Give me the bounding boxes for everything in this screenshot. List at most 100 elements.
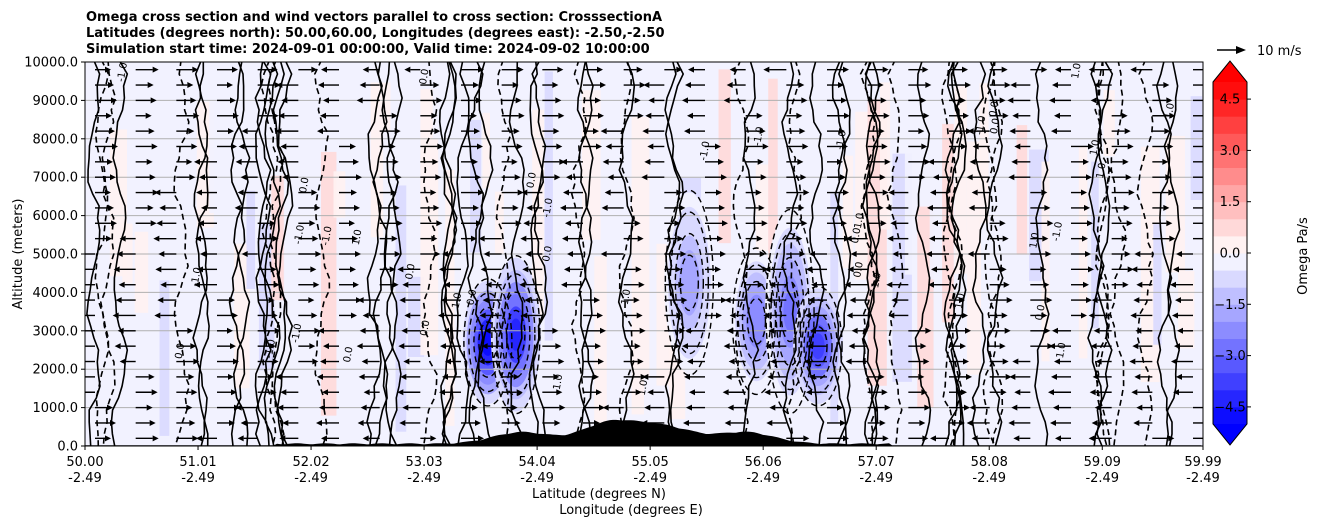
wind-vector-head	[838, 204, 844, 211]
wind-vector-head	[483, 251, 490, 257]
wind-vector-head	[796, 112, 803, 119]
wind-vector-head	[192, 435, 199, 442]
wind-vector-head	[878, 128, 885, 135]
wind-vector-head	[1091, 297, 1098, 304]
wind-vector-head	[803, 189, 810, 196]
colorbar-segment	[1213, 270, 1247, 288]
wind-vector-head	[849, 297, 856, 304]
wind-vector-head	[112, 312, 119, 319]
wind-vector-head	[770, 358, 777, 365]
wind-vector-head	[146, 158, 153, 165]
wind-vector-head	[152, 66, 159, 73]
wind-vector-head	[837, 404, 843, 411]
wind-vector-head	[644, 158, 651, 165]
contour-label: -1.0	[264, 339, 278, 360]
title-line-1: Omega cross section and wind vectors par…	[86, 10, 662, 25]
wind-vector-head	[281, 97, 288, 104]
wind-vector-head	[553, 128, 560, 135]
wind-vector-head	[643, 82, 650, 89]
wind-vector-head	[642, 128, 649, 135]
wind-vector-head	[391, 235, 398, 242]
wind-vector-head	[647, 389, 654, 396]
wind-vector-head	[719, 204, 725, 211]
wind-vector-head	[282, 419, 289, 426]
wind-vector-head	[1006, 297, 1013, 304]
wind-vector-head	[641, 174, 648, 181]
wind-vector-head	[799, 128, 806, 135]
wind-vector-head	[1008, 419, 1015, 426]
wind-vector-head	[1010, 82, 1017, 89]
wind-vector-head	[553, 373, 560, 380]
wind-vector-head	[1133, 297, 1140, 304]
wind-vector-head	[684, 373, 690, 380]
wind-vector-head	[809, 373, 815, 380]
wind-vector-head	[1012, 112, 1019, 119]
wind-vector-head	[843, 66, 849, 73]
wind-vector-head	[279, 435, 286, 442]
wind-vector-head	[516, 143, 523, 150]
omega-patch	[1053, 208, 1066, 290]
wind-vector-head	[392, 281, 399, 288]
wind-vector-head	[559, 404, 566, 411]
wind-vector-head	[564, 266, 570, 273]
wind-vector-head	[440, 343, 446, 350]
wind-vector-head	[959, 297, 965, 304]
wind-vector-head	[722, 220, 728, 227]
wind-vector-head	[607, 174, 614, 181]
omega-core-2	[682, 264, 696, 302]
wind-vector-head	[145, 112, 152, 119]
wind-vector-head	[442, 251, 448, 257]
wind-vector-head	[1086, 297, 1092, 304]
wind-vector-head	[154, 189, 161, 196]
contour-line	[276, 62, 294, 446]
contour-core-4	[770, 232, 810, 391]
wind-vector-head	[566, 174, 572, 181]
wind-vector-head	[966, 174, 973, 181]
wind-vector-head	[157, 297, 164, 304]
wind-vector-head	[232, 312, 238, 319]
wind-vector-head	[276, 82, 283, 89]
wind-vector-head	[1163, 204, 1170, 211]
wind-vector-head	[841, 97, 847, 104]
wind-vector-head	[561, 281, 567, 288]
omega-patch	[420, 89, 439, 356]
wind-vector-head	[1089, 389, 1096, 396]
wind-vector-head	[363, 389, 370, 396]
wind-vector-head	[1090, 97, 1097, 104]
wind-vector-head	[728, 358, 735, 365]
wind-vector-head	[105, 66, 111, 73]
wind-vector-head	[727, 404, 734, 411]
wind-vector-head	[1043, 281, 1050, 288]
wind-vector-head	[514, 174, 521, 181]
wind-vector-head	[189, 174, 196, 181]
wind-vector-head	[441, 297, 447, 304]
wind-vector-head	[761, 220, 768, 227]
wind-vector-head	[518, 112, 525, 119]
contour-core-3	[731, 247, 782, 396]
wind-vector-field	[85, 66, 1214, 442]
wind-vector-head	[637, 112, 644, 119]
wind-vector-head	[106, 235, 112, 242]
wind-vector-head	[351, 312, 357, 319]
wind-vector-head	[1166, 220, 1173, 227]
x-tick-label-lat: 52.02	[292, 455, 329, 470]
wind-vector-head	[431, 112, 438, 119]
wind-vector-head	[1127, 266, 1134, 273]
wind-vector-head	[1125, 174, 1132, 181]
wind-vector-head	[515, 97, 522, 104]
wind-vector-head	[555, 343, 562, 350]
x-tick-label-lat: 55.05	[632, 455, 669, 470]
contour-line	[272, 62, 290, 446]
wind-vector-head	[151, 389, 158, 396]
wind-vector-head	[842, 143, 848, 150]
wind-vector-head	[439, 266, 445, 273]
contour-line	[985, 62, 1004, 446]
wind-vector-head	[1086, 174, 1092, 181]
colorbar-segment	[1213, 218, 1247, 237]
wind-vector-head	[645, 112, 652, 119]
omega-patch	[134, 231, 149, 313]
wind-vector-head	[1046, 297, 1053, 304]
contour-core-2	[669, 211, 710, 355]
wind-vector-head	[241, 251, 248, 257]
wind-vector-head	[1208, 435, 1214, 441]
